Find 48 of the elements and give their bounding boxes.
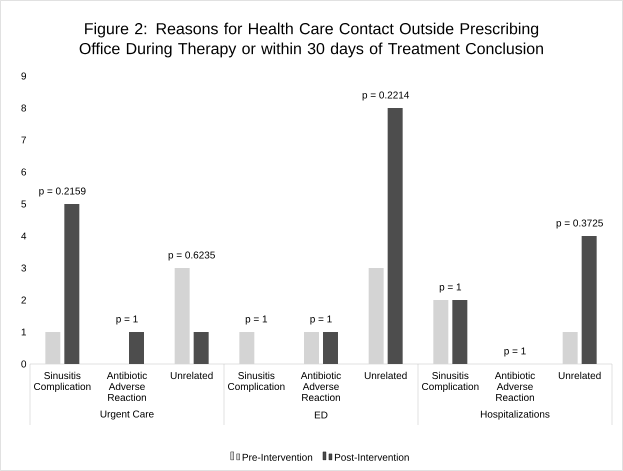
- text: ED: [314, 412, 328, 418]
- text: Hospitalizations: [480, 410, 550, 420]
- bar: [368, 268, 384, 364]
- x-tick-label: Unrelated: [170, 372, 213, 380]
- annotation: p = 1: [310, 316, 332, 324]
- annotation: p = 1: [246, 316, 268, 324]
- bar: [452, 300, 468, 364]
- x-tick-label: Sinusitis Complication: [422, 372, 478, 392]
- bar: [174, 268, 190, 364]
- bar: [582, 236, 597, 364]
- x-tick-label: Unrelated: [558, 372, 601, 380]
- chart-title: Figure 2: Reasons for Health Care Contact Outside Prescribing Office During Therapy or within 30 days of Treatment Conclusion: [80, 22, 543, 58]
- bar: [322, 332, 338, 364]
- annotation: p = 0.3725: [556, 219, 603, 229]
- y-tick-label: 6: [21, 168, 26, 176]
- bar: [388, 108, 403, 364]
- y-tick-label: 8: [21, 104, 26, 112]
- annotation: p = 1: [440, 284, 462, 292]
- y-tick-label: 1: [22, 328, 26, 336]
- x-tick-label: Antibiotic Adverse Reaction: [300, 372, 341, 402]
- x-tick-label: Sinusitis Complication: [228, 372, 284, 392]
- bar: [304, 332, 319, 364]
- bar: [129, 332, 144, 364]
- y-tick-label: 2: [21, 296, 26, 304]
- bar: [433, 300, 448, 364]
- annotation: p = 1: [504, 348, 526, 356]
- bar: [562, 332, 578, 364]
- x-tick-label: Antibiotic Adverse Reaction: [494, 372, 535, 402]
- bar: [194, 332, 209, 364]
- annotation: p = 0.2159: [39, 187, 86, 197]
- y-tick-label: 3: [21, 264, 26, 272]
- bar: [45, 332, 60, 364]
- x-tick-label: Antibiotic Adverse Reaction: [106, 372, 147, 402]
- annotation: p = 0.6235: [168, 251, 215, 261]
- x-tick-label: Sinusitis Complication: [34, 372, 90, 392]
- y-tick-label: 4: [21, 232, 26, 240]
- text: Urgent Care: [100, 410, 154, 420]
- legend-label: Post-Intervention: [334, 454, 409, 461]
- y-tick-label: 0: [21, 360, 26, 368]
- y-tick-label: 9: [21, 72, 26, 80]
- y-tick-label: 7: [21, 136, 26, 144]
- legend-label: Pre-Intervention: [242, 454, 312, 461]
- annotation: p = 1: [116, 316, 138, 324]
- annotation: p = 0.2214: [362, 91, 410, 101]
- y-tick-label: 5: [21, 200, 26, 208]
- x-tick-label: Unrelated: [364, 372, 407, 380]
- bar: [64, 204, 80, 364]
- bar: [239, 332, 254, 364]
